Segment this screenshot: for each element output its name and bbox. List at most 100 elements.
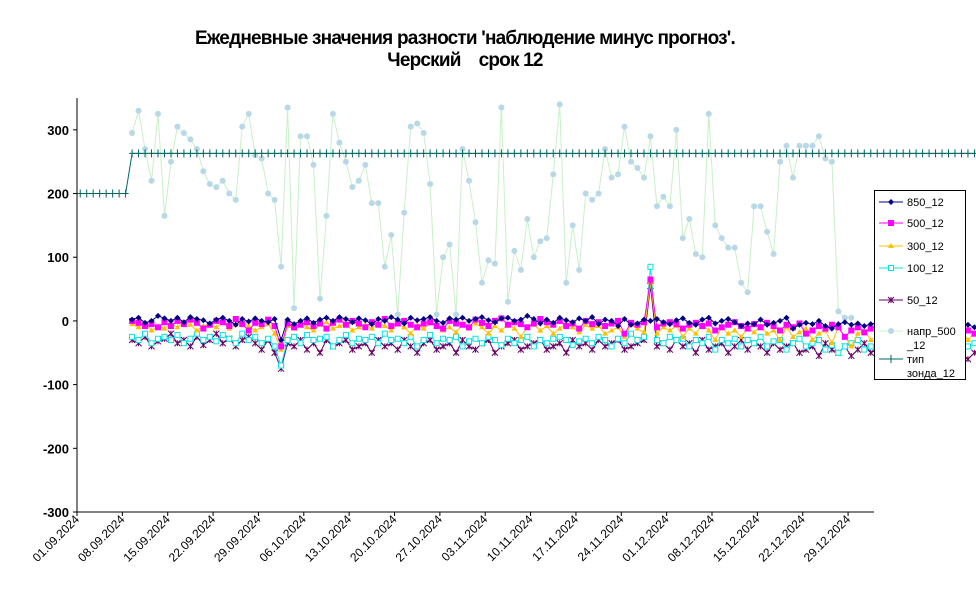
data-point [835,324,842,331]
legend-label: напр_500 _12 [907,326,956,352]
data-point [193,316,200,323]
data-point [355,335,362,342]
data-point [777,327,784,334]
data-point [647,276,654,283]
data-point [790,325,797,332]
data-point [602,323,609,330]
data-point [686,343,693,350]
data-point [751,329,758,335]
y-tick-label: 0 [62,314,69,329]
data-point [712,346,719,353]
data-point [589,325,596,331]
data-point [504,335,511,342]
data-point [751,340,758,347]
data-point [90,189,97,198]
data-point [407,123,414,130]
data-point [453,320,460,327]
data-point [964,149,971,158]
data-point [174,331,181,338]
x-tick-label: 15.12.2024 [710,512,763,565]
data-point [744,325,751,332]
y-tick-label: -300 [43,505,69,520]
data-point [809,149,816,158]
data-point [96,189,103,198]
data-point [841,149,848,158]
data-point [569,149,576,158]
data-point [154,110,161,117]
data-point [212,330,220,338]
data-point [919,149,926,158]
data-point [653,203,660,210]
data-point [109,189,116,198]
data-point [414,324,421,331]
data-point [420,320,427,327]
data-point [433,340,440,347]
data-point [796,321,803,328]
data-point [744,320,751,327]
data-point [161,212,168,219]
data-point [232,340,239,347]
data-point [809,321,816,328]
data-point [310,327,317,333]
data-point [524,333,531,340]
data-point [854,337,861,344]
data-point [245,318,252,325]
legend-item: 300_12 [875,238,967,268]
data-point [381,330,388,337]
data-point [342,158,349,165]
series-850-12 [129,312,976,344]
data-point [556,333,563,340]
data-point [472,320,479,326]
legend-label: 850_12 [907,197,944,209]
data-point [129,333,136,340]
data-point [375,200,382,207]
data-point [420,325,427,331]
data-point [796,349,803,357]
data-point [258,340,265,347]
data-point [310,161,317,168]
data-point [731,149,738,158]
data-point [362,149,369,158]
data-point [498,327,505,333]
data-point [427,319,434,326]
data-point [375,321,382,328]
data-point [77,189,84,198]
data-point [647,317,654,324]
data-point [271,330,278,336]
legend-item: 850_12 [875,194,967,224]
data-point [867,337,874,343]
data-point [556,149,563,158]
data-point [440,319,447,326]
data-point [440,325,447,332]
data-point [589,149,596,158]
data-point [763,349,771,357]
data-point [304,324,311,330]
data-point [388,327,395,333]
data-point [440,254,447,261]
data-point [349,319,356,326]
legend-label: тип зонда_12 [907,354,956,380]
data-point [206,180,213,187]
data-point [692,149,699,158]
data-point [459,149,466,158]
data-point [167,323,174,330]
data-point [861,149,868,158]
data-point [478,314,485,321]
data-point [323,333,330,340]
data-point [815,352,823,360]
data-point [828,158,835,165]
data-point [537,320,544,327]
legend-marker [888,265,894,271]
data-point [316,349,324,357]
data-point [537,316,544,323]
data-point [802,142,809,149]
data-point [251,339,259,347]
data-point [835,321,842,328]
data-point [692,330,699,336]
legend-marker [888,220,894,226]
data-point [640,329,647,335]
data-point [466,324,473,331]
data-point [310,323,317,330]
data-point [278,149,285,158]
data-point [653,343,661,350]
